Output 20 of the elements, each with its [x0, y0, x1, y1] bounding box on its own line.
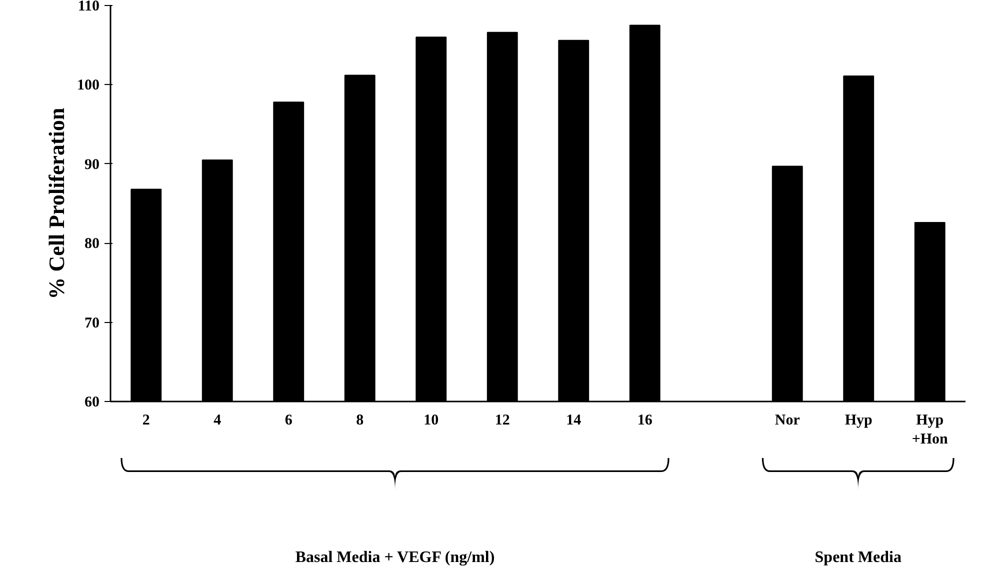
x-tick-label: Nor	[774, 412, 800, 428]
y-tick-label: 110	[78, 0, 100, 14]
x-tick-label: 16	[637, 412, 653, 428]
y-tick-label: 70	[84, 315, 100, 332]
x-tick-label: 2	[142, 412, 150, 428]
x-tick-label: 12	[494, 412, 510, 428]
y-tick-label: 90	[84, 156, 100, 173]
y-tick-label: 60	[84, 394, 100, 410]
text: Basal Media + VEGF (ng/ml)	[295, 549, 495, 566]
x-tick-label: Hyp	[844, 412, 872, 428]
text: Spent Media	[814, 549, 902, 566]
x-tick-label: Hyp +Hon	[912, 412, 949, 448]
x-tick-label: 14	[566, 412, 582, 428]
x-tick-label: 4	[214, 412, 222, 428]
y-tick-label: 80	[84, 236, 100, 252]
x-tick-label: 10	[424, 412, 439, 428]
y-axis-title: % Cell Proliferation	[44, 108, 69, 300]
x-tick-label: 8	[356, 412, 364, 428]
x-tick-label: 6	[284, 412, 293, 428]
y-tick-label: 100	[77, 78, 100, 94]
